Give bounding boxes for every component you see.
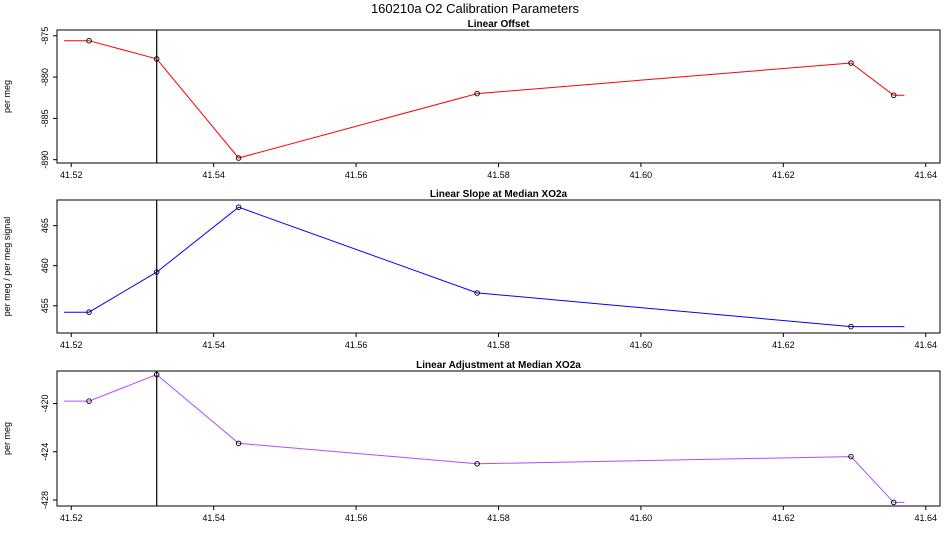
- y-tick-label: 455: [40, 298, 50, 313]
- y-axis-label: per meg: [2, 80, 12, 113]
- x-tick-label: 41.52: [60, 340, 83, 350]
- x-tick-label: 41.60: [630, 513, 653, 523]
- plot-frame: [56, 29, 941, 164]
- x-tick-label: 41.60: [630, 340, 653, 350]
- plot-frame: [56, 370, 941, 507]
- data-point: [890, 92, 897, 99]
- x-tick-label: 41.64: [914, 170, 937, 180]
- x-tick-label: 41.56: [345, 340, 368, 350]
- y-tick-label: -428: [40, 491, 50, 509]
- data-point: [235, 204, 242, 210]
- data-point: [848, 453, 854, 460]
- x-tick-label: 41.62: [772, 340, 795, 350]
- x-tick-label: 41.64: [914, 513, 937, 523]
- data-point: [153, 371, 160, 378]
- x-tick-label: 41.62: [772, 513, 795, 523]
- data-point: [86, 309, 92, 315]
- y-tick-label: 465: [40, 218, 50, 233]
- series-line: [64, 374, 905, 503]
- y-tick-label: -875: [40, 27, 50, 45]
- y-tick-label: -885: [40, 109, 50, 127]
- panel-title: Linear Offset: [468, 19, 530, 30]
- panel-1: Linear Offset 41.52 41.54 41.56 41.58 41.60 41…: [2, 19, 941, 180]
- x-tick-label: 41.58: [487, 513, 510, 523]
- y-axis-label: per meg / per meg signal: [2, 217, 12, 317]
- series-line: [64, 206, 905, 328]
- data-point: [474, 290, 480, 296]
- data-point: [235, 155, 242, 161]
- data-point: [474, 461, 480, 467]
- panel-title: Linear Slope at Median XO2a: [430, 189, 568, 200]
- y-axis-label: per meg: [2, 422, 12, 455]
- y-tick-label: -890: [40, 151, 50, 169]
- panel-3: Linear Adjustment at Median XO2a 41.52 41.…: [2, 360, 941, 523]
- data-point: [848, 323, 854, 330]
- x-tick-label: 41.58: [487, 170, 510, 180]
- x-tick-label: 41.52: [60, 513, 83, 523]
- data-point: [235, 440, 242, 447]
- data-point: [153, 269, 160, 275]
- panel-2: Linear Slope at Median XO2a 41.52 41.54 41.…: [2, 189, 941, 350]
- x-tick-label: 41.56: [345, 513, 368, 523]
- data-point: [86, 398, 92, 404]
- x-tick-label: 41.62: [772, 170, 795, 180]
- x-tick-label: 41.60: [630, 170, 653, 180]
- x-tick-label: 41.64: [914, 340, 937, 350]
- y-tick-label: 460: [40, 258, 50, 273]
- y-tick-label: -420: [40, 395, 50, 413]
- plot-frame: [56, 199, 941, 334]
- y-tick-label: -424: [40, 443, 50, 461]
- data-point: [474, 90, 480, 97]
- x-tick-label: 41.56: [345, 170, 368, 180]
- panel-title: Linear Adjustment at Median XO2a: [416, 360, 581, 371]
- series-line: [64, 40, 905, 159]
- x-tick-label: 41.54: [202, 513, 225, 523]
- data-point: [153, 56, 160, 62]
- x-tick-label: 41.58: [487, 340, 510, 350]
- chart-panels: Linear Offset 41.52 41.54 41.56 41.58 41.60 41…: [2, 19, 941, 523]
- figure-title: 160210a O2 Calibration Parameters: [371, 1, 580, 16]
- data-point: [848, 60, 854, 66]
- x-tick-label: 41.52: [60, 170, 83, 180]
- y-tick-label: -880: [40, 68, 50, 86]
- x-tick-label: 41.54: [202, 170, 225, 180]
- data-point: [890, 499, 897, 506]
- x-tick-label: 41.54: [202, 340, 225, 350]
- data-point: [86, 37, 92, 44]
